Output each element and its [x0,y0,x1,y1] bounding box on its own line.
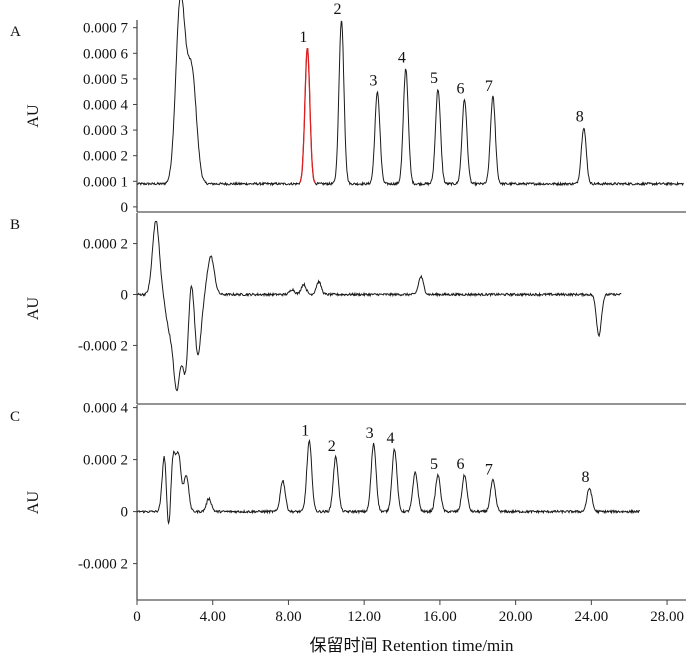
y-tick-label: 0 [121,200,129,216]
peak-label: 5 [430,70,438,87]
peak-label: 3 [366,425,374,442]
panel-a: A AU 0 0.000 1 0.000 2 0.000 3 0.000 4 0.000 5 0… [10,0,686,216]
peak-label: 3 [369,73,377,90]
peak-label: 8 [576,109,584,126]
x-tick-label: 0 [133,609,141,625]
panel-label: B [10,217,20,233]
x-tick-label: 24.00 [574,609,608,625]
peak-label: 1 [301,422,309,439]
y-tick-label: -0.000 2 [78,557,128,573]
y-axis-title: AU [25,491,42,515]
y-tick-label: 0.000 2 [83,453,128,469]
y-tick-label: 0.000 4 [83,401,129,417]
x-axis-title: 保留时间 Retention time/min [310,636,514,655]
panel-b: B AU -0.000 2 0 0.000 2 [10,213,686,405]
y-tick-label: 0.000 3 [83,123,128,139]
x-tick-label: 16.00 [423,609,457,625]
panel-c: C AU -0.000 2 0 0.000 2 0.000 4 1 2 3 4 5 6 7 8 [10,401,686,601]
y-tick-label: 0.000 4 [83,97,129,113]
peak-label: 6 [457,80,465,97]
y-tick-label: 0 [121,287,129,303]
chromatogram-trace [137,220,622,392]
peak-label: 2 [333,1,341,18]
y-tick-label: 0 [121,505,129,521]
peak-label: 2 [328,438,336,455]
y-tick-label: -0.000 2 [78,338,128,354]
panel-label: A [10,24,21,40]
x-tick-label: 20.00 [499,609,533,625]
highlighted-peak-trace [299,48,316,183]
peak-label: 7 [485,461,493,478]
x-tick-label: 28.00 [650,609,684,625]
peak-label: 1 [299,29,307,46]
y-tick-label: 0.000 6 [83,46,129,62]
peak-label: 4 [398,50,406,67]
y-tick-label: 0.000 2 [83,237,128,253]
peak-label: 7 [485,78,493,95]
peak-label: 6 [457,456,465,473]
chromatogram-trace [136,438,641,526]
peak-label: 5 [430,456,438,473]
x-axis: 0 4.00 8.00 12.00 16.00 20.00 24.00 28.00 保留时间 R… [133,600,684,655]
peak-label: 8 [581,469,589,486]
y-axis-title: AU [25,297,42,321]
panel-label: C [10,409,20,425]
x-tick-label: 8.00 [275,609,301,625]
peak-label: 4 [386,430,394,447]
y-tick-label: 0.000 7 [83,21,129,37]
y-tick-label: 0.000 2 [83,149,128,165]
y-tick-label: 0.000 1 [83,174,128,190]
y-tick-label: 0.000 5 [83,72,128,88]
chromatogram-trace [136,0,684,187]
y-axis-title: AU [25,104,42,128]
x-tick-label: 4.00 [200,609,226,625]
x-tick-label: 12.00 [347,609,381,625]
